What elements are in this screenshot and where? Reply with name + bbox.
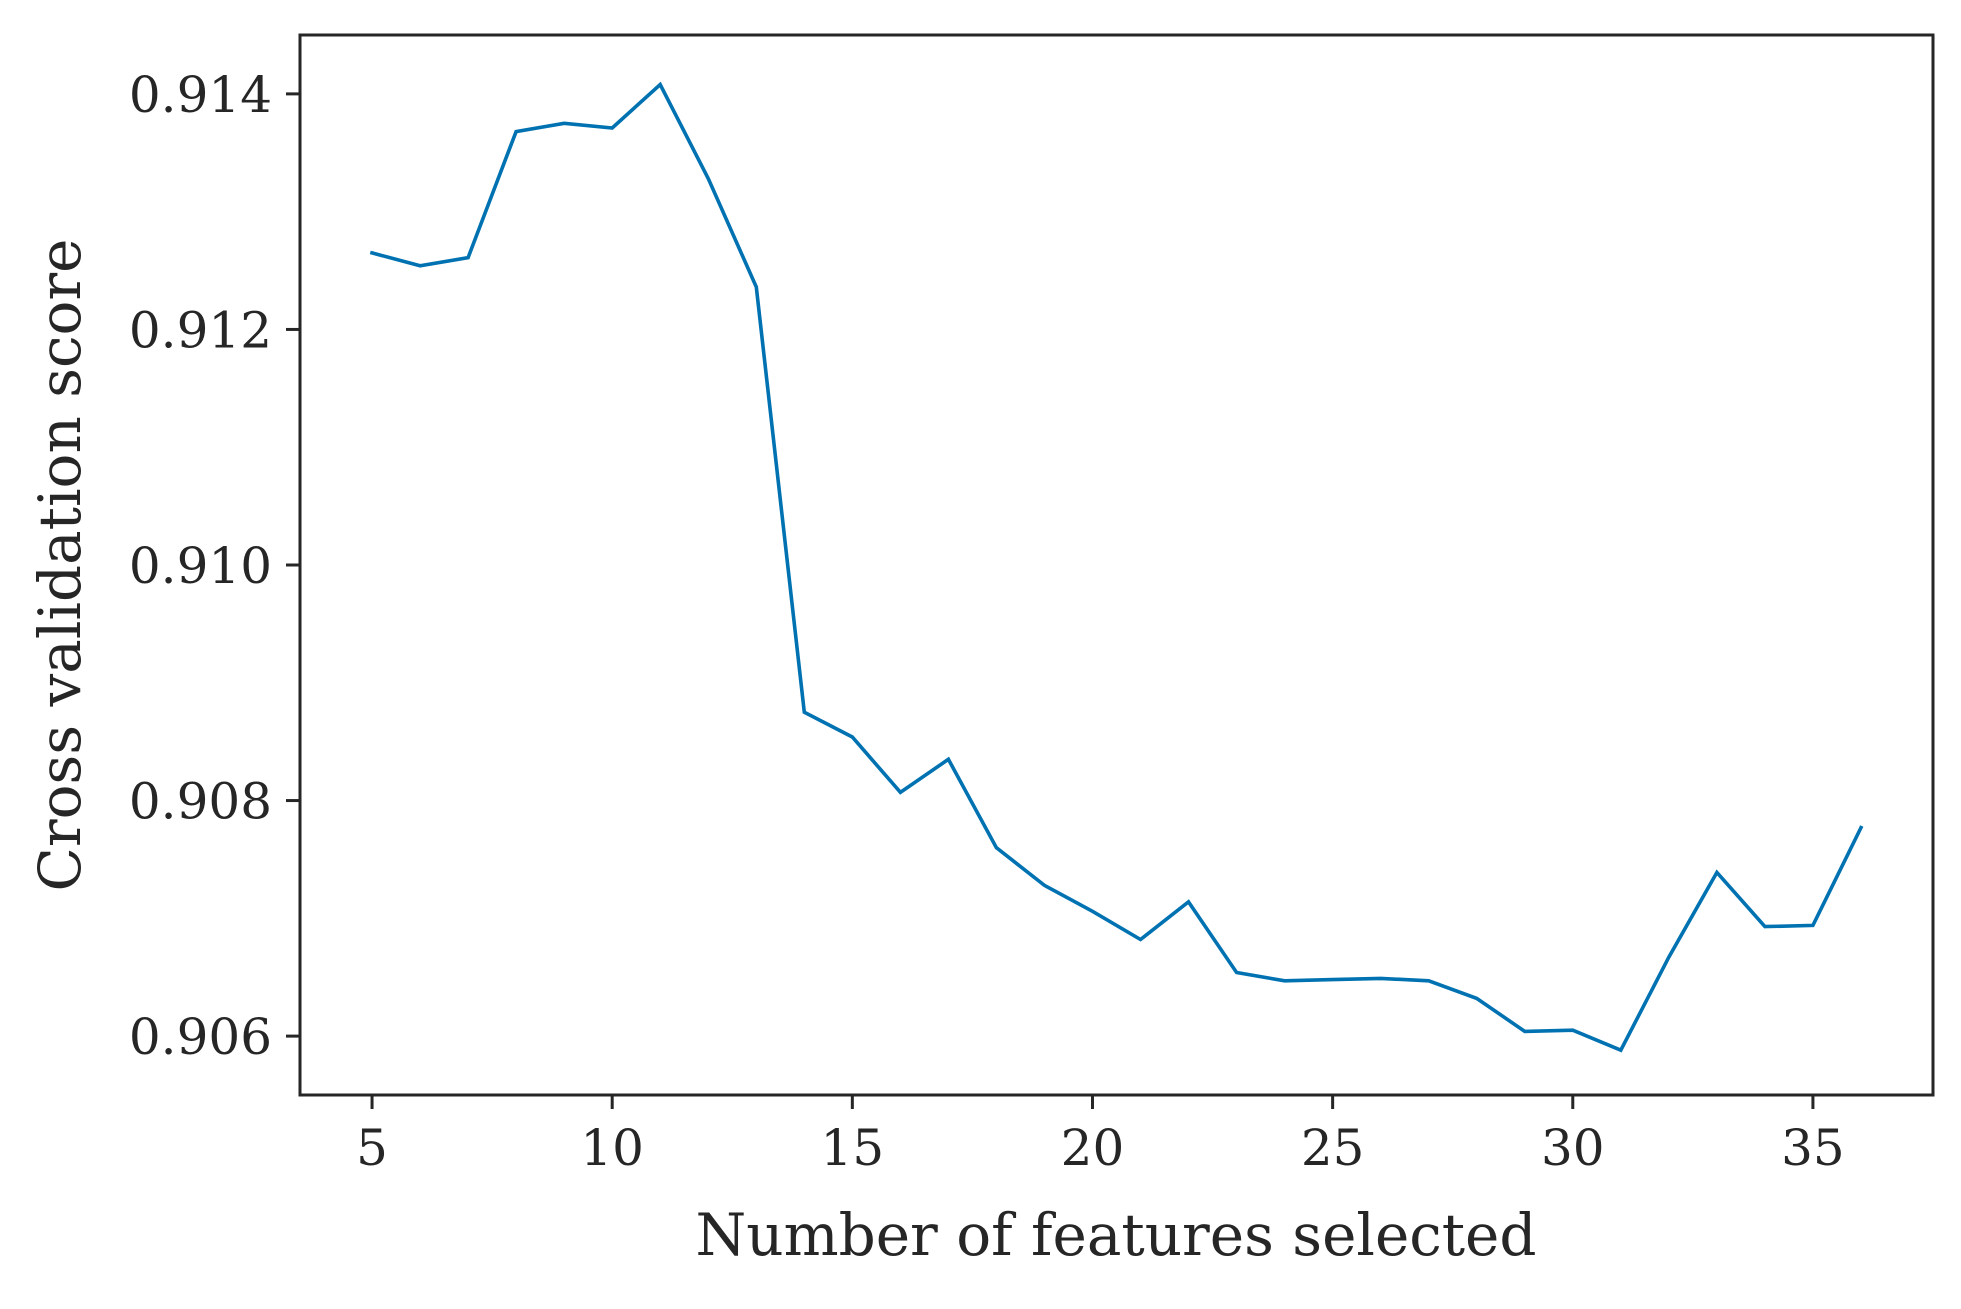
data-point [1379, 977, 1382, 980]
x-tick-label: 35 [1781, 1119, 1845, 1177]
plot-area-background [300, 35, 1933, 1095]
data-point [1763, 925, 1767, 928]
data-point [1235, 971, 1238, 974]
x-tick-label: 20 [1061, 1119, 1125, 1177]
data-point [1475, 997, 1478, 1000]
plot-frame [298, 33, 1935, 1097]
data-point [851, 735, 854, 739]
x-tick-label: 30 [1541, 1119, 1605, 1177]
data-point [803, 711, 806, 714]
data-point [370, 251, 374, 255]
y-tick-label: 0.912 [129, 301, 272, 359]
x-axis-label: Number of features selected [695, 1201, 1536, 1269]
data-point [1043, 884, 1046, 887]
y-axis-label: Cross validation score [26, 239, 94, 892]
data-point [947, 758, 950, 761]
data-point [514, 130, 518, 133]
data-point [1091, 910, 1094, 913]
data-point [659, 83, 662, 86]
x-tick-label: 5 [356, 1119, 388, 1177]
data-point [995, 846, 998, 849]
data-point [1187, 900, 1190, 904]
data-point [1427, 979, 1430, 982]
data-point [1859, 826, 1863, 829]
series-line [369, 81, 1864, 1053]
x-tick-label: 25 [1301, 1119, 1365, 1177]
data-point [1667, 956, 1671, 959]
y-axis: 0.906 0.908 0.910 0.912 0.914 [129, 66, 300, 1066]
data-point [1139, 938, 1142, 941]
data-point [755, 285, 758, 289]
data-point [1283, 979, 1286, 982]
y-tick-label: 0.914 [129, 66, 272, 124]
y-tick-label: 0.910 [129, 537, 272, 595]
data-point [1811, 924, 1815, 927]
x-axis: 5 10 15 20 25 30 35 [356, 1095, 1845, 1177]
data-point [707, 177, 710, 180]
data-point [1619, 1049, 1623, 1052]
data-point [1715, 871, 1719, 874]
data-point [562, 122, 566, 125]
data-point [466, 256, 470, 259]
data-point [418, 264, 422, 268]
data-point [610, 126, 614, 130]
x-tick-label: 10 [580, 1119, 644, 1177]
y-tick-label: 0.906 [129, 1008, 272, 1066]
y-tick-label: 0.908 [129, 773, 272, 831]
data-point [1331, 978, 1334, 981]
data-points [370, 83, 1863, 1052]
data-point [899, 791, 902, 794]
x-tick-label: 15 [821, 1119, 885, 1177]
data-point [1571, 1029, 1574, 1032]
data-point [1523, 1030, 1526, 1033]
